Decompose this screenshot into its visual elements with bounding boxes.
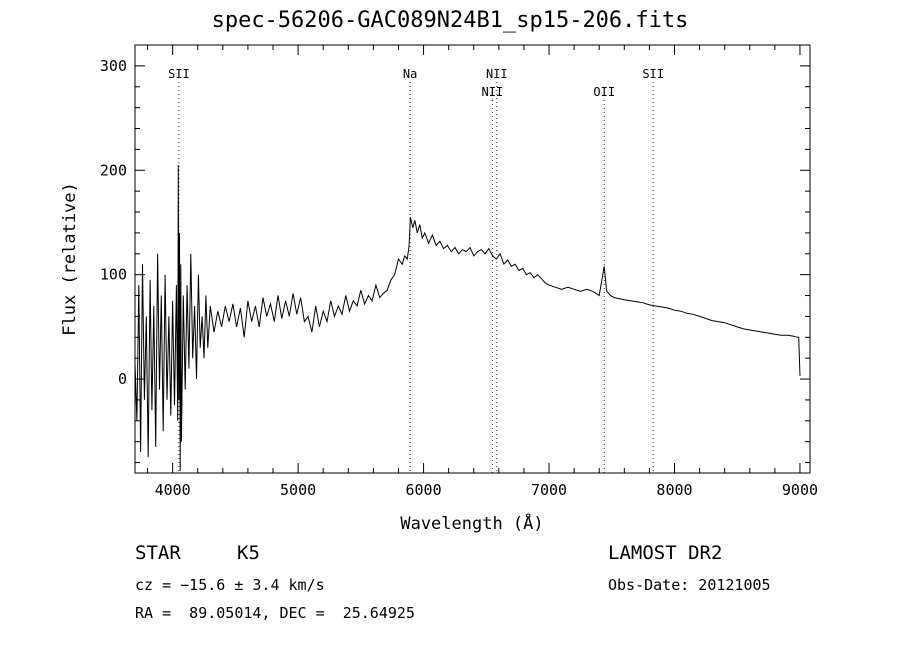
object-class: STAR: [135, 542, 181, 564]
x-axis-label: Wavelength (Å): [400, 512, 543, 534]
y-axis-label: Flux (relative): [60, 182, 80, 336]
x-tick-label: 7000: [531, 481, 567, 499]
plot-frame: [134, 44, 811, 474]
y-tick-label: 100: [100, 266, 127, 284]
x-tick-label: 5000: [280, 481, 316, 499]
coordinates: RA = 89.05014, DEC = 25.64925: [135, 604, 415, 622]
x-tick-label: 6000: [406, 481, 442, 499]
axis-ticks: 4000 5000 6000 7000 8000 9000 0 100 200 300: [100, 44, 818, 499]
spectral-line-label: SII: [642, 67, 664, 81]
spectral-line-label: SII: [168, 67, 190, 81]
x-tick-label: 9000: [782, 481, 818, 499]
chart-title: spec-56206-GAC089N24B1_sp15-206.fits: [211, 8, 689, 33]
redshift-cz: cz = −15.6 ± 3.4 km/s: [135, 576, 325, 594]
spectral-lines: SII Na NII NII OII SII: [168, 67, 664, 473]
spectral-line-label: OII: [593, 85, 615, 99]
y-tick-label: 0: [118, 370, 127, 388]
x-tick-label: 8000: [656, 481, 692, 499]
observation-date: Obs-Date: 20121005: [608, 576, 771, 594]
spectral-line-label: NII: [486, 67, 508, 81]
survey-name: LAMOST DR2: [608, 542, 723, 564]
spectrum-series: [134, 164, 801, 471]
spectral-line-label: NII: [481, 85, 503, 99]
spectral-line-label: Na: [403, 67, 417, 81]
y-tick-label: 300: [100, 57, 127, 75]
x-tick-label: 4000: [155, 481, 191, 499]
object-subclass: K5: [237, 542, 260, 564]
y-tick-label: 200: [100, 161, 127, 179]
